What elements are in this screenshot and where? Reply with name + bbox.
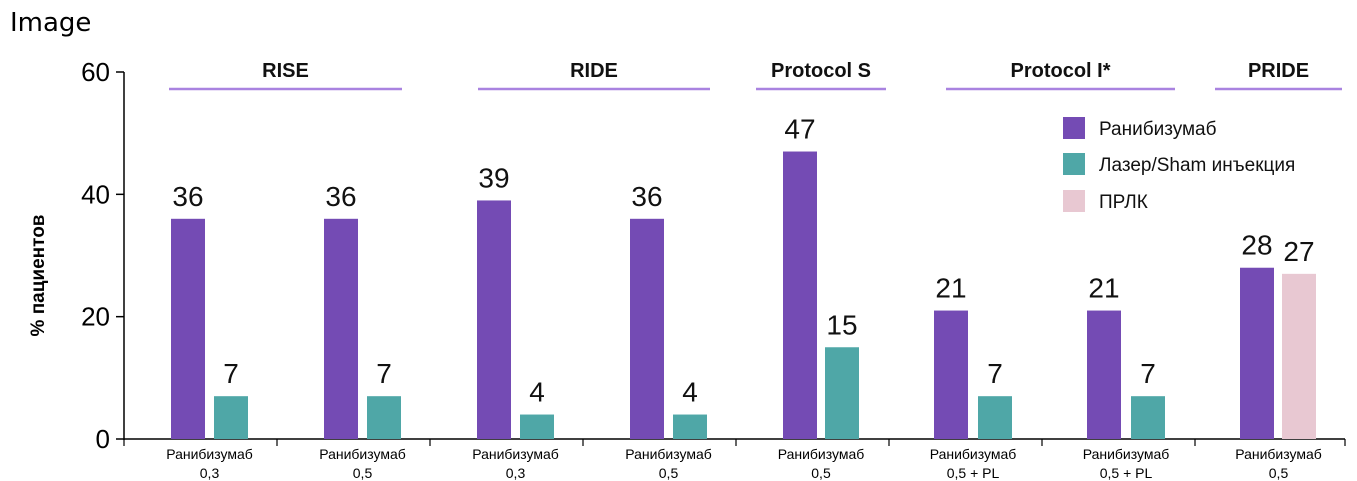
data-label: 36 bbox=[631, 181, 662, 212]
study-group-label: Protocol I* bbox=[1010, 60, 1110, 82]
category-label: Ранибизумаб bbox=[166, 446, 253, 462]
bar-ranibizumab bbox=[477, 200, 511, 439]
bar-ranibizumab bbox=[934, 310, 968, 439]
data-label: 39 bbox=[478, 162, 509, 193]
category-label: Ранибизумаб bbox=[1083, 446, 1170, 462]
data-label: 36 bbox=[172, 181, 203, 212]
y-tick-label: 20 bbox=[81, 302, 110, 332]
y-axis-title: % пациентов bbox=[28, 215, 49, 337]
data-label: 28 bbox=[1241, 230, 1272, 261]
category-label: 0,5 bbox=[659, 465, 679, 481]
category-label: 0,5 + PL bbox=[947, 465, 1000, 481]
category-label: Ранибизумаб bbox=[472, 446, 559, 462]
data-label: 4 bbox=[682, 377, 698, 408]
category-label: 0,3 bbox=[506, 465, 526, 481]
data-label: 21 bbox=[1088, 273, 1119, 304]
bar-ranibizumab bbox=[1240, 267, 1274, 439]
study-group-label: PRIDE bbox=[1248, 60, 1309, 82]
data-label: 15 bbox=[826, 309, 857, 340]
category-label: 0,5 bbox=[353, 465, 373, 481]
y-tick-label: 60 bbox=[81, 57, 110, 87]
y-tick-label: 40 bbox=[81, 179, 110, 209]
data-label: 27 bbox=[1283, 236, 1314, 267]
category-label: 0,5 bbox=[811, 465, 831, 481]
data-label: 21 bbox=[935, 273, 966, 304]
study-group-label: Protocol S bbox=[771, 60, 871, 82]
y-tick-label: 0 bbox=[96, 424, 110, 454]
legend-swatch bbox=[1063, 117, 1085, 139]
legend-swatch bbox=[1063, 190, 1085, 212]
legend-label: Лазер/Sham инъекция bbox=[1099, 155, 1295, 176]
study-group-label: RISE bbox=[262, 60, 309, 82]
category-label: Ранибизумаб bbox=[930, 446, 1017, 462]
bar-ranibizumab bbox=[324, 218, 358, 439]
category-label: 0,5 bbox=[1269, 465, 1289, 481]
bar-ranibizumab bbox=[630, 218, 664, 439]
bar-laser-sham bbox=[214, 396, 248, 439]
data-label: 36 bbox=[325, 181, 356, 212]
legend-label: Ранибизумаб bbox=[1099, 119, 1217, 140]
category-label: Ранибизумаб bbox=[778, 446, 865, 462]
image-label: Image bbox=[10, 8, 92, 38]
bar-laser-sham bbox=[367, 396, 401, 439]
bar-laser-sham bbox=[1131, 396, 1165, 439]
category-label: Ранибизумаб bbox=[1235, 446, 1322, 462]
data-label: 4 bbox=[529, 377, 545, 408]
bar-laser-sham bbox=[520, 414, 554, 439]
data-label: 7 bbox=[376, 358, 392, 389]
data-label: 47 bbox=[784, 114, 815, 145]
data-label: 7 bbox=[223, 358, 239, 389]
category-label: Ранибизумаб bbox=[625, 446, 712, 462]
legend-label: ПРЛК bbox=[1099, 192, 1148, 213]
data-label: 7 bbox=[987, 358, 1003, 389]
bar-ranibizumab bbox=[783, 151, 817, 439]
category-label: 0,3 bbox=[200, 465, 220, 481]
bar-prlk bbox=[1282, 273, 1316, 439]
bar-ranibizumab bbox=[1087, 310, 1121, 439]
bar-laser-sham bbox=[673, 414, 707, 439]
data-label: 7 bbox=[1140, 358, 1156, 389]
bar-ranibizumab bbox=[171, 218, 205, 439]
study-group-label: RIDE bbox=[570, 60, 618, 82]
legend-swatch bbox=[1063, 153, 1085, 175]
category-label: 0,5 + PL bbox=[1100, 465, 1153, 481]
category-label: Ранибизумаб bbox=[319, 446, 406, 462]
bar-laser-sham bbox=[825, 347, 859, 439]
bar-laser-sham bbox=[978, 396, 1012, 439]
